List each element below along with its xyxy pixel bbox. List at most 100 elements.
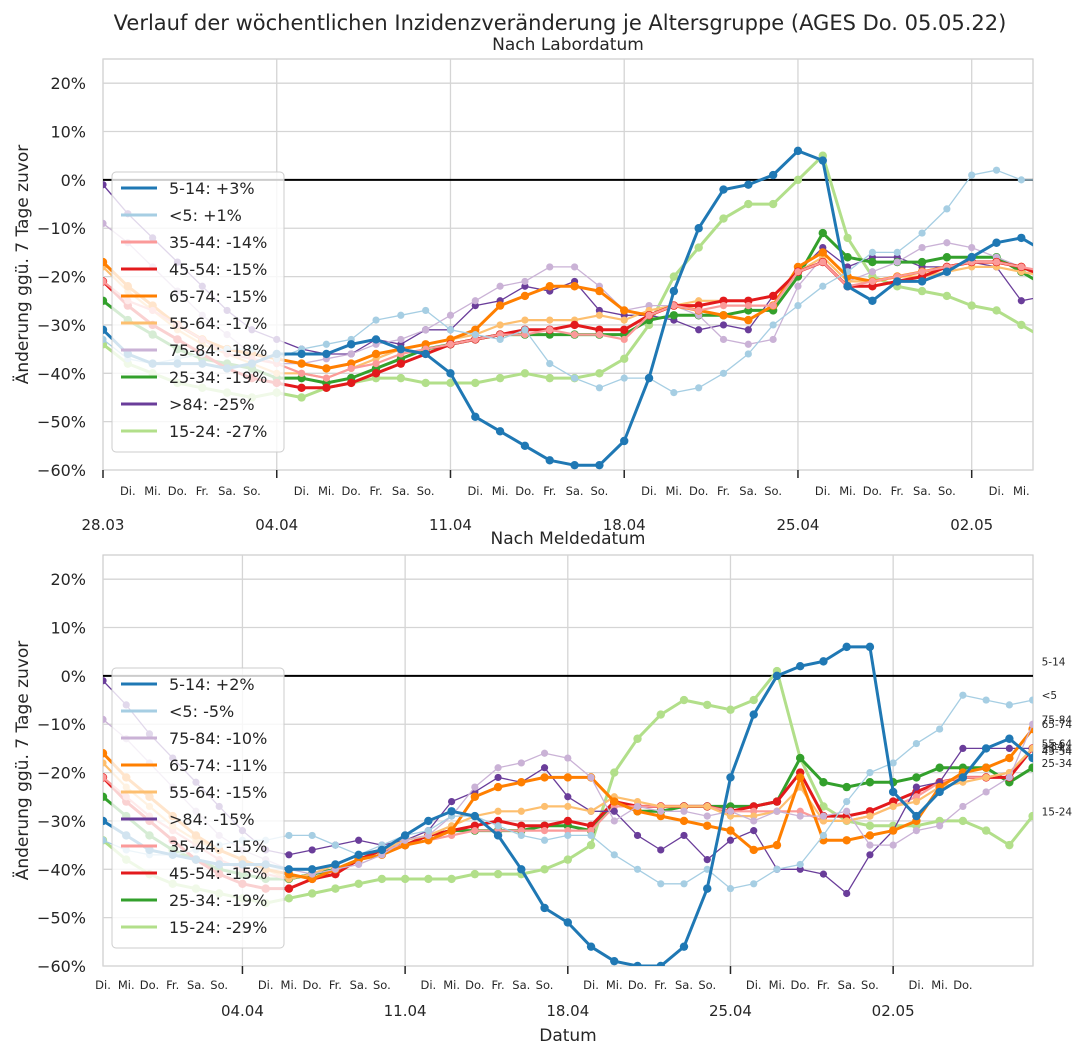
data-point-<5 <box>517 831 525 840</box>
x-minor-tick-label: Mi. <box>606 978 623 992</box>
data-point-35-44 <box>372 360 380 368</box>
data-point-<5 <box>657 880 665 888</box>
data-point-<5 <box>546 360 554 368</box>
y-tick-label: −60% <box>37 461 86 480</box>
data-point-15-24 <box>447 874 456 884</box>
data-point-5-14 <box>493 831 503 840</box>
data-point-65-74 <box>563 773 572 782</box>
data-point->84 <box>750 827 758 835</box>
data-point-15-24 <box>446 378 455 388</box>
data-point->84 <box>866 851 874 859</box>
data-point-15-24 <box>297 393 306 402</box>
data-point-15-24 <box>545 373 554 383</box>
x-major-tick-label: 18.04 <box>546 1002 589 1020</box>
data-point-55-64 <box>1067 258 1074 265</box>
data-point-15-24 <box>331 884 340 893</box>
data-point->84 <box>285 851 293 859</box>
x-minor-tick-label: Fr. <box>717 484 730 498</box>
end-label-15-24: 15-24 <box>1042 806 1073 818</box>
data-point->84 <box>1067 292 1074 299</box>
data-point-75-84 <box>912 827 921 835</box>
end-label-65-74: 65-74 <box>1042 719 1073 731</box>
data-point-<5 <box>103 335 107 344</box>
data-point-<5 <box>633 865 642 873</box>
data-point-75-84 <box>570 263 579 271</box>
x-minor-tick-label: Mi. <box>318 484 335 498</box>
data-point-45-54 <box>396 359 406 368</box>
data-point-15-24 <box>284 894 294 903</box>
data-point-25-34 <box>917 257 927 267</box>
data-point-<5 <box>769 321 777 329</box>
data-point-65-74 <box>749 845 758 855</box>
chart-title: Nach Labordatum <box>492 35 644 55</box>
x-minor-tick-label: Do. <box>689 484 708 498</box>
data-point->84 <box>448 798 456 806</box>
x-minor-tick-label: Do. <box>168 484 187 498</box>
x-minor-tick-label: Fr. <box>492 978 505 992</box>
data-point-45-54 <box>297 383 306 392</box>
x-minor-tick-label: So. <box>764 484 782 498</box>
data-point-5-14 <box>981 744 991 753</box>
data-point-75-84 <box>1067 263 1074 270</box>
data-point-<5 <box>719 369 728 377</box>
x-major-tick-label: 28.03 <box>82 516 125 534</box>
data-point-15-24 <box>819 802 828 811</box>
legend-entry-55-64: 55-64: -15% <box>169 783 267 802</box>
data-point-75-84 <box>347 350 355 358</box>
x-minor-tick-label: Do. <box>342 484 361 498</box>
x-minor-tick-label: Sa. <box>675 978 693 992</box>
x-minor-tick-label: So. <box>210 978 228 992</box>
x-minor-tick-label: Sa. <box>187 978 205 992</box>
data-point->84 <box>633 831 642 840</box>
data-point-35-44 <box>322 374 330 382</box>
data-point-55-64 <box>982 773 990 782</box>
x-minor-tick-label: So. <box>417 484 435 498</box>
x-minor-tick-label: Mi. <box>769 978 786 992</box>
y-tick-label: −50% <box>37 413 86 432</box>
legend-entry-5-14: 5-14: +2% <box>169 675 255 694</box>
data-point-65-74 <box>322 364 331 373</box>
data-point-5-14 <box>992 238 1001 247</box>
data-point-15-24 <box>981 826 991 835</box>
data-point-35-44 <box>297 369 306 377</box>
data-point-75-84 <box>1029 720 1033 728</box>
data-point-5-14 <box>819 657 828 666</box>
end-label-25-34: 25-34 <box>1042 758 1073 770</box>
x-minor-tick-label: So. <box>698 978 716 992</box>
data-point-<5 <box>726 885 735 893</box>
data-point-5-14 <box>400 831 410 840</box>
y-tick-label: −60% <box>37 957 86 976</box>
data-point-65-74 <box>570 282 579 291</box>
legend: 5-14: +3% <5: +1% 35-44: -14% 45-54: -15% 65… <box>111 171 285 453</box>
data-point-<5 <box>322 340 330 348</box>
data-point-75-84 <box>819 812 828 820</box>
data-point-55-64 <box>843 817 851 825</box>
data-point-55-64 <box>494 807 502 815</box>
data-point-55-64 <box>103 759 107 767</box>
data-point-35-44 <box>794 268 802 276</box>
data-point-5-14 <box>331 860 340 869</box>
data-point-5-14 <box>424 816 433 826</box>
legend-entry-25-34: 25-34: -19% <box>169 891 267 910</box>
data-point-15-24 <box>400 874 410 884</box>
data-point-55-64 <box>912 798 921 806</box>
data-point-<5 <box>794 302 802 310</box>
data-point-5-14 <box>768 170 778 180</box>
data-point-65-74 <box>865 831 875 840</box>
data-point-5-14 <box>284 865 294 874</box>
x-minor-tick-label: Di. <box>467 484 483 498</box>
x-minor-tick-label: Fr. <box>891 484 904 498</box>
data-point-65-74 <box>679 816 689 826</box>
data-point->84 <box>819 870 828 878</box>
x-major-tick-label: 11.04 <box>384 1002 427 1020</box>
data-point-15-24 <box>865 821 875 830</box>
y-tick-label: 0% <box>61 667 86 686</box>
data-point-5-14 <box>371 335 381 344</box>
data-point-5-14 <box>103 325 108 334</box>
data-point-65-74 <box>818 248 827 257</box>
x-major-tick-label: 04.04 <box>255 516 298 534</box>
x-minor-tick-label: Sa. <box>512 978 530 992</box>
data-point-25-34 <box>1042 282 1050 290</box>
data-point-<5 <box>496 335 504 344</box>
data-point-<5 <box>103 836 107 844</box>
